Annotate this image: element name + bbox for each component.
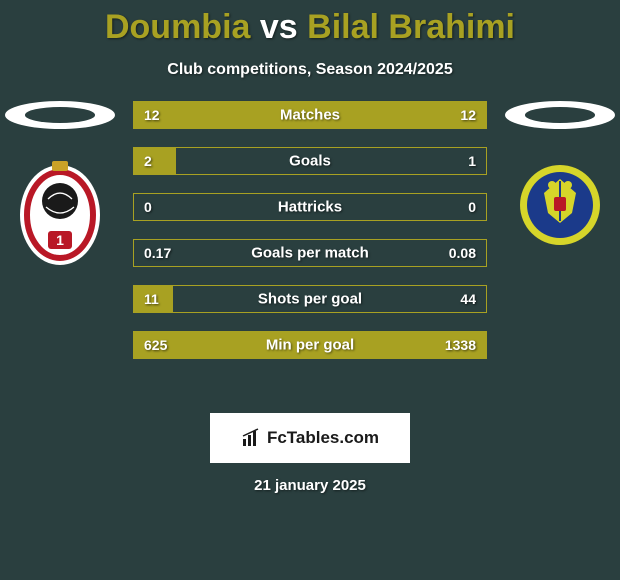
- metric-value-left: 0.17: [144, 245, 171, 261]
- date-text: 21 january 2025: [0, 477, 620, 494]
- svg-text:1: 1: [56, 232, 64, 248]
- metric-row: 2 1 Goals: [133, 147, 487, 175]
- metric-value-right: 1: [468, 153, 476, 169]
- page-title: Doumbia vs Bilal Brahimi: [0, 0, 620, 47]
- metric-value-left: 0: [144, 199, 152, 215]
- club-right-column: [500, 101, 620, 267]
- metric-value-right: 1338: [445, 337, 476, 353]
- metric-row: 11 44 Shots per goal: [133, 285, 487, 313]
- metric-value-left: 12: [144, 107, 160, 123]
- metric-bars: 12 12 Matches 2 1 Goals 0 0 Hattricks 0.17 0.08 Goa…: [133, 101, 487, 359]
- club-crest-right: [518, 157, 602, 267]
- metric-row: 12 12 Matches: [133, 101, 487, 129]
- club-left-column: 1: [0, 101, 120, 267]
- metric-label: Goals: [289, 153, 331, 170]
- platform-oval-left: [5, 101, 115, 129]
- metric-label: Matches: [280, 107, 340, 124]
- title-vs: vs: [260, 8, 298, 46]
- metric-row: 0.17 0.08 Goals per match: [133, 239, 487, 267]
- title-player2: Bilal Brahimi: [307, 8, 515, 46]
- metric-value-right: 0.08: [449, 245, 476, 261]
- metric-value-left: 11: [144, 291, 159, 307]
- brand-text: FcTables.com: [267, 428, 379, 448]
- subtitle: Club competitions, Season 2024/2025: [0, 61, 620, 79]
- metric-value-left: 625: [144, 337, 167, 353]
- metric-label: Shots per goal: [258, 291, 362, 308]
- bar-fill-left: [134, 148, 176, 174]
- platform-oval-right: [505, 101, 615, 129]
- metric-value-left: 2: [144, 153, 152, 169]
- metric-row: 625 1338 Min per goal: [133, 331, 487, 359]
- metric-row: 0 0 Hattricks: [133, 193, 487, 221]
- metric-value-right: 44: [460, 291, 476, 307]
- brand-badge: FcTables.com: [210, 413, 410, 463]
- metric-value-right: 0: [468, 199, 476, 215]
- brand-logo-icon: [241, 428, 261, 448]
- metric-label: Min per goal: [266, 337, 354, 354]
- title-player1: Doumbia: [105, 8, 250, 46]
- metric-label: Hattricks: [278, 199, 342, 216]
- club-crest-left: 1: [18, 157, 102, 267]
- metric-value-right: 12: [460, 107, 476, 123]
- comparison-layout: 1 12 12 Matches 2 1 Goals 0 0 Hattricks 0.17 0.08 G…: [0, 101, 620, 401]
- metric-label: Goals per match: [251, 245, 369, 262]
